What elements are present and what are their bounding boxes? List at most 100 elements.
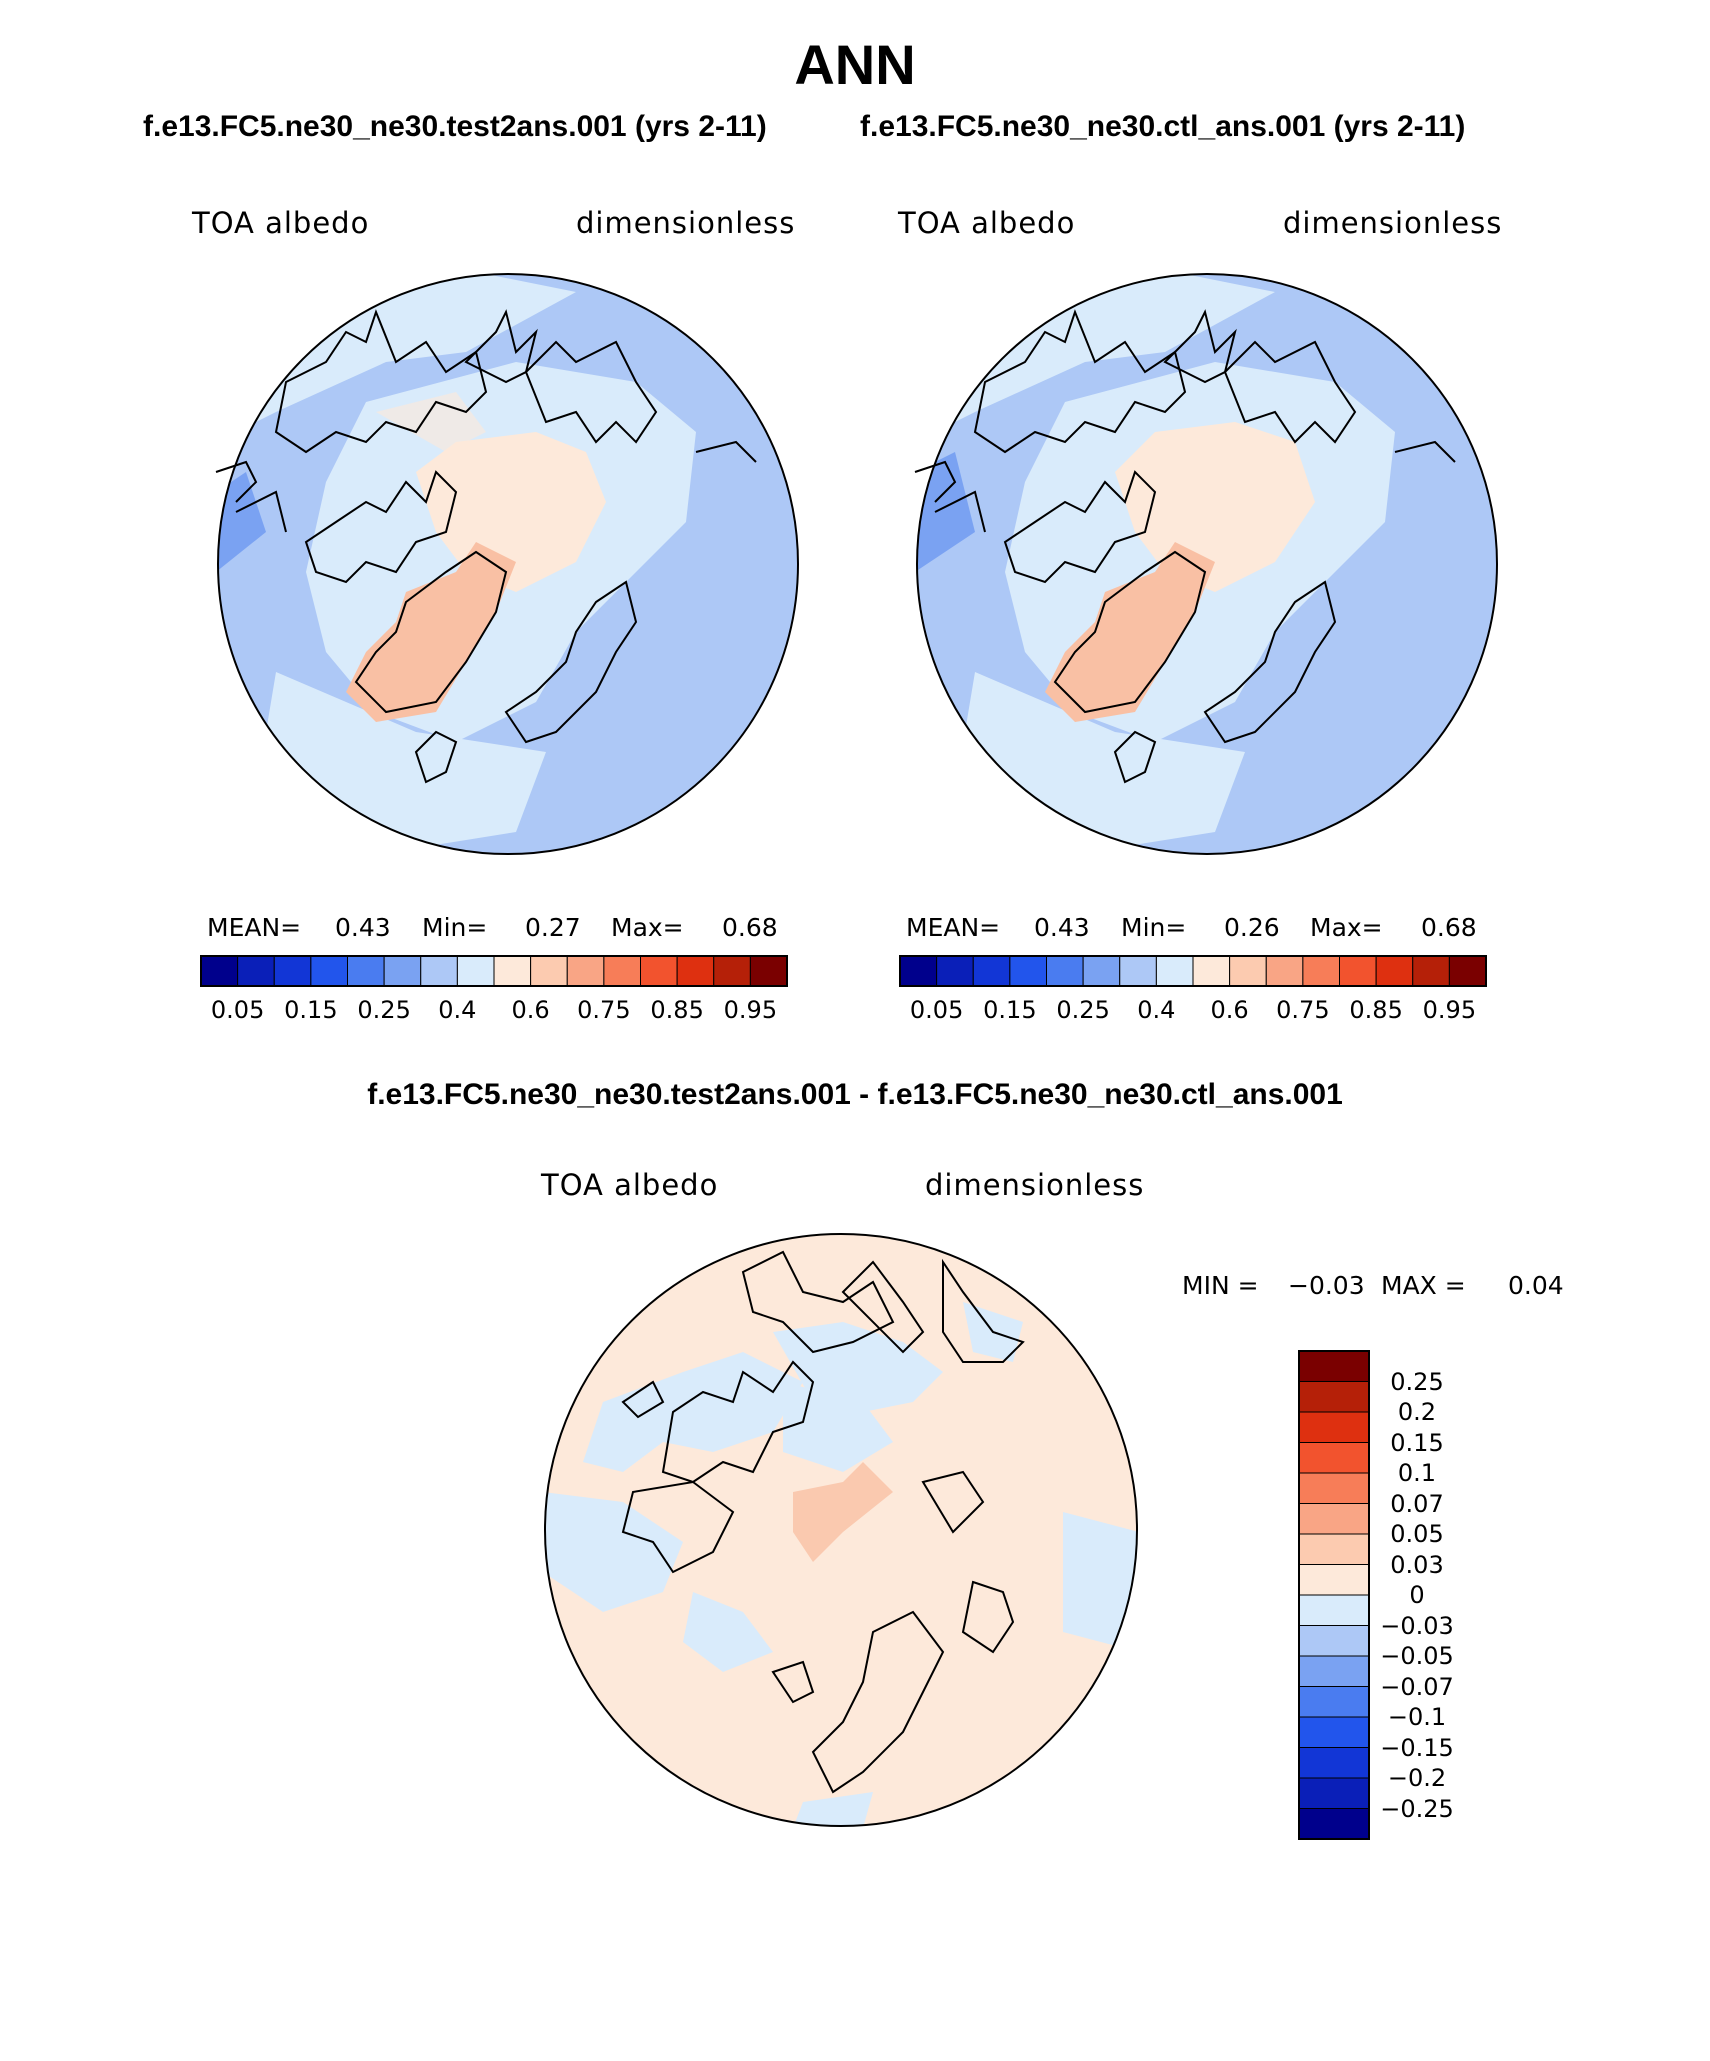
right-colorbar-tick-label: 0.75: [1276, 996, 1330, 1024]
diff-colorbar-swatch: [1298, 1442, 1370, 1474]
diff-colorbar-swatch: [1298, 1350, 1370, 1382]
left-colorbar-tick-label: 0.6: [511, 996, 550, 1024]
right-colorbar: [899, 955, 1487, 987]
diff-colorbar-tick-label: 0.25: [1390, 1367, 1444, 1396]
right-colorbar-tick-label: 0.95: [1422, 996, 1477, 1024]
diff-colorbar-swatch: [1298, 1381, 1370, 1413]
left-colorbar-tick-label: 0.25: [357, 996, 411, 1024]
diff-colorbar-frame: [1298, 1350, 1370, 1840]
left-panel-variable: TOA albedo: [192, 206, 370, 240]
left-colorbar-frame: [200, 955, 788, 987]
right-colorbar-swatch: [1082, 955, 1121, 987]
page-title: ANN: [794, 33, 916, 96]
left-colorbar-tick-label: 0.75: [577, 996, 631, 1024]
diff-colorbar-swatch: [1298, 1503, 1370, 1535]
diff-colorbar-swatch: [1298, 1747, 1370, 1779]
diff-colorbar-swatch: [1298, 1808, 1370, 1840]
diff-colorbar-swatch: [1298, 1625, 1370, 1657]
left-colorbar-swatch: [493, 955, 532, 987]
left-colorbar-tick-label: 0.05: [210, 996, 265, 1024]
left-colorbar-swatch: [347, 955, 385, 987]
right-colorbar-tick-label: 0.6: [1210, 996, 1249, 1024]
diff-colorbar-tick-label: −0.2: [1387, 1764, 1447, 1792]
difference-polar-map: [544, 1233, 1138, 1827]
diff-colorbar-swatch: [1298, 1594, 1370, 1626]
diff-colorbar-swatch: [1298, 1472, 1370, 1504]
right-colorbar-swatch: [1155, 955, 1194, 987]
right-min-value: 0.26: [1224, 913, 1280, 942]
left-colorbar-tick-label: 0.4: [438, 996, 477, 1024]
diff-colorbar-tick-label: −0.15: [1380, 1733, 1454, 1762]
right-colorbar-swatch: [1302, 955, 1340, 987]
diff-colorbar-swatch: [1298, 1716, 1370, 1748]
diff-min-label: MIN =: [1182, 1271, 1259, 1300]
left-colorbar-tick-label: 0.85: [650, 996, 704, 1024]
diff-colorbar-swatch: [1298, 1777, 1370, 1809]
left-colorbar-swatch: [273, 955, 312, 987]
diff-colorbar-swatch: [1298, 1655, 1370, 1687]
right-colorbar-swatch: [1375, 955, 1414, 987]
left-max-value: 0.68: [722, 913, 778, 942]
left-colorbar: [200, 955, 788, 987]
left-colorbar-swatch: [640, 955, 678, 987]
right-colorbar-swatch: [1412, 955, 1450, 987]
right-panel-units: dimensionless: [1283, 206, 1503, 240]
right-min-label: Min=: [1121, 913, 1187, 942]
right-colorbar-swatch: [1229, 955, 1267, 987]
left-colorbar-swatch: [603, 955, 641, 987]
diff-min-value: −0.03: [1288, 1271, 1365, 1300]
right-polar-map: [914, 273, 1498, 855]
right-colorbar-swatch: [899, 955, 938, 987]
diff-colorbar-tick-label: 0: [1409, 1581, 1425, 1609]
right-colorbar-swatch: [936, 955, 974, 987]
left-polar-map: [215, 273, 799, 855]
diff-colorbar-swatch: [1298, 1533, 1370, 1565]
diff-max-label: MAX =: [1381, 1271, 1466, 1300]
diff-colorbar-swatch: [1298, 1564, 1370, 1596]
diff-colorbar-tick-label: 0.07: [1390, 1489, 1444, 1518]
left-colorbar-swatch: [713, 955, 751, 987]
left-colorbar-swatch: [676, 955, 715, 987]
left-colorbar-swatch: [237, 955, 275, 987]
right-colorbar-tick-label: 0.05: [909, 996, 964, 1024]
diff-colorbar-tick-label: 0.2: [1397, 1398, 1437, 1426]
right-colorbar-swatch: [1339, 955, 1377, 987]
left-mean-label: MEAN=: [207, 913, 302, 942]
diff-colorbar-tick-label: 0.03: [1390, 1550, 1444, 1579]
right-colorbar-swatch: [1119, 955, 1157, 987]
right-colorbar-tick-label: 0.4: [1137, 996, 1176, 1024]
diff-panel-variable: TOA albedo: [541, 1168, 719, 1202]
diff-colorbar-tick-label: −0.1: [1387, 1703, 1447, 1731]
left-colorbar-swatch: [383, 955, 422, 987]
left-colorbar-swatch: [420, 955, 458, 987]
left-colorbar-tick-label: 0.95: [723, 996, 778, 1024]
difference-colorbar: [1298, 1350, 1370, 1840]
right-colorbar-swatch: [1448, 955, 1487, 987]
diff-colorbar-tick-label: 0.05: [1390, 1520, 1444, 1548]
right-colorbar-swatch: [1009, 955, 1047, 987]
left-panel-units: dimensionless: [576, 206, 796, 240]
right-mean-value: 0.43: [1034, 913, 1090, 942]
right-panel-variable: TOA albedo: [898, 206, 1076, 240]
right-colorbar-swatch: [1265, 955, 1304, 987]
right-mean-label: MEAN=: [906, 913, 1001, 942]
diff-colorbar-tick-label: −0.05: [1380, 1642, 1454, 1670]
right-colorbar-swatch: [972, 955, 1011, 987]
diff-max-value: 0.04: [1508, 1271, 1564, 1300]
right-colorbar-swatch: [1192, 955, 1231, 987]
right-case-subtitle: f.e13.FC5.ne30_ne30.ctl_ans.001 (yrs 2-1…: [860, 110, 1466, 143]
right-colorbar-frame: [899, 955, 1487, 987]
left-colorbar-swatch: [456, 955, 495, 987]
left-max-label: Max=: [611, 913, 684, 942]
left-colorbar-swatch: [310, 955, 348, 987]
left-mean-value: 0.43: [335, 913, 391, 942]
left-colorbar-swatch: [566, 955, 605, 987]
diff-colorbar-tick-label: −0.07: [1380, 1672, 1454, 1701]
left-colorbar-swatch: [200, 955, 239, 987]
left-case-subtitle: f.e13.FC5.ne30_ne30.test2ans.001 (yrs 2-…: [143, 110, 767, 143]
diff-colorbar-tick-label: −0.25: [1380, 1794, 1454, 1823]
diff-panel-units: dimensionless: [925, 1168, 1145, 1202]
difference-title: f.e13.FC5.ne30_ne30.test2ans.001 - f.e13…: [367, 1078, 1343, 1111]
left-min-label: Min=: [422, 913, 488, 942]
diff-colorbar-tick-label: 0.15: [1390, 1428, 1444, 1457]
